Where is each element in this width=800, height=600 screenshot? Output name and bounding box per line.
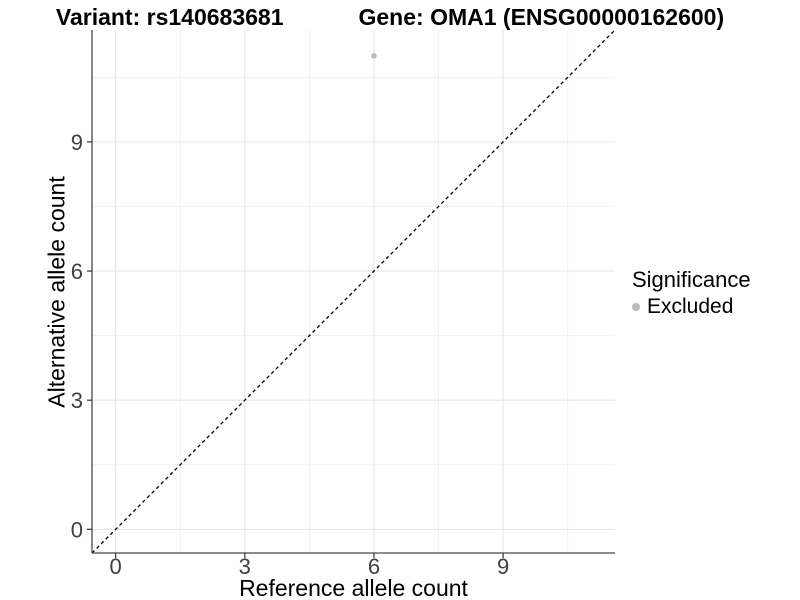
legend: Significance Excluded (632, 267, 751, 319)
y-tick-label: 9 (71, 130, 83, 155)
x-tick-label: 3 (239, 554, 251, 579)
x-tick-label: 9 (497, 554, 509, 579)
x-tick-label: 6 (368, 554, 380, 579)
legend-title: Significance (632, 267, 751, 292)
legend-item-label: Excluded (647, 295, 734, 319)
plot-title: Variant: rs140683681 Gene: OMA1 (ENSG000… (0, 4, 780, 31)
legend-point-icon (632, 303, 640, 312)
y-axis-title: Alternative allele count (43, 176, 70, 408)
x-tick-label: 0 (110, 554, 122, 579)
x-axis-title: Reference allele count (239, 575, 468, 600)
legend-item-excluded: Excluded (632, 295, 751, 319)
data-point (371, 53, 377, 59)
identity-reference-line (91, 29, 616, 554)
y-tick-label: 6 (71, 259, 83, 284)
plot-title-gene: Gene: OMA1 (ENSG00000162600) (358, 4, 725, 30)
y-tick-label: 3 (71, 388, 83, 413)
y-tick-label: 0 (71, 517, 83, 542)
plot-title-variant: Variant: rs140683681 (55, 4, 284, 30)
